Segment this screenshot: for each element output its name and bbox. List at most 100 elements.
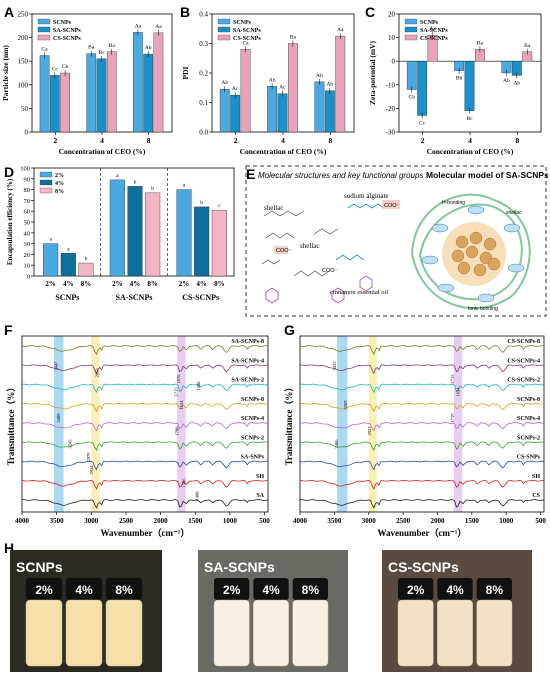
vial-label: 4% [262,583,280,597]
data-label: a [49,237,52,243]
y-tick-label: 90 [24,176,31,183]
data-label: b [134,179,137,185]
spectrum-line [299,402,545,413]
x-tick-label: 4% [196,280,207,288]
x-tick-label: 2 [421,136,425,145]
vial-cap [26,578,62,600]
chem-ionic-bonding: Ionic bonding [468,306,498,312]
spectrum-line [299,460,545,471]
peak-annotation: 1596 [182,478,187,488]
y-tick-label: -10 [386,81,396,89]
y-tick-label: 0.4 [199,11,208,19]
bar [60,253,76,277]
data-label: Ab [145,45,152,51]
x-tick-label: 2500 [119,517,134,525]
chart-pdi: 0.00.10.20.30.42AbAcCa4AbAcBa8AbAbAaConc… [181,11,355,156]
data-label: Ab [221,80,228,86]
bar [86,53,97,133]
spectrum-line [21,364,269,375]
x-tick-label: 8% [214,280,225,288]
peak-annotation: 1388 [196,381,201,391]
vial-label: 4% [446,583,464,597]
vial-cap [66,578,102,600]
vial-body [253,599,289,667]
y-tick-label: 10 [24,263,31,270]
spectrum-line [300,441,545,451]
bar [417,61,428,116]
x-tick-label: 1500 [465,517,480,525]
panel-e-molecular-model: Molecular structures and key functional … [245,165,548,317]
x-tick-label: 1500 [188,517,203,525]
vial-label: 8% [302,583,320,597]
spectrum-line [21,383,269,394]
vial-label: 2% [223,583,241,597]
y-tick-label: 40 [24,230,31,237]
peak-annotation: 2852 [95,369,100,378]
data-label: Ac [232,86,239,92]
bar [43,243,59,277]
data-label: Aa [429,26,436,32]
series-label: SH [532,474,540,480]
legend-swatch [217,18,231,25]
x-axis-label: Wavenumber（cm⁻¹） [101,528,190,538]
x-tick-label: 2 [234,136,238,145]
bar [324,90,335,133]
legend-swatch [404,34,418,41]
bar [219,89,230,133]
chem-label-cinnamon-oil: cinnamon essential oil [330,289,388,296]
chem-label-sodium-alginate: sodium alginate [344,192,389,200]
peak-annotation: 1634 [456,387,461,397]
bar [96,58,107,133]
y-tick-label: -20 [386,105,396,113]
legend-label: CS-SCNPs [420,36,448,42]
photo-title: CS-SCNPs [388,559,459,575]
y-tick-label: 0.0 [199,129,208,137]
y-tick-label: 80 [24,187,31,194]
legend-swatch [37,26,51,33]
vial-cap [398,578,434,600]
spectrum-line [300,499,545,509]
peak-annotation: 3432 [332,362,337,371]
data-label: Bc [466,116,473,122]
y-axis-label: Encapsulation efficiency (%) [6,178,14,265]
data-label: Cc [52,66,59,72]
x-axis-label: Concentration of CEO (%) [59,147,146,156]
data-label: b [200,200,203,206]
series-label: SA-SNPs [241,455,265,461]
data-label: Ba [109,43,116,49]
highlight-band [337,336,348,512]
chart-zeta-potential: -30 -20 -10 0 10 20 2 Cb Cc Aa 4 Bb Bc Ba 8 Ab Ab Ba Conce… [368,11,542,156]
data-label: Ca [42,47,49,53]
data-label: Ab [316,73,323,79]
spectrum-line [299,364,545,375]
vial-body [25,599,63,667]
data-label: Cc [419,120,426,126]
group-label: CS-SCNPs [182,293,219,302]
legend-label: SCNPs [420,20,439,26]
y-tick-label: 50 [24,220,31,227]
chem-h-bonding: H-bonding [442,200,465,206]
data-label: Ab [326,82,333,88]
data-label: Bb [456,76,463,82]
x-tick-label: 2500 [396,517,411,525]
group-label: SCNPs [55,293,79,302]
data-label: Ba [524,43,531,49]
plot-frame [21,335,269,513]
panel-letter-f: F [4,322,13,338]
legend-label: CS-SCNPs [233,36,261,42]
y-tick-label: 0 [27,274,30,281]
y-tick-label: 0.3 [199,40,208,48]
data-label: Ba [477,40,484,46]
series-label: SCNPs-2 [517,435,540,441]
spectrum-line [299,479,545,490]
data-label: b [151,186,154,192]
panel-letter-h: H [4,540,15,556]
y-tick-label: 50 [21,105,29,113]
peak-annotation: 1700 [174,426,179,436]
data-label: Ab [513,80,520,86]
x-tick-label: 4000 [15,517,30,525]
bar [277,93,288,133]
data-label: Ba [88,45,95,51]
bar [145,192,161,277]
x-tick-label: 4 [281,136,285,145]
